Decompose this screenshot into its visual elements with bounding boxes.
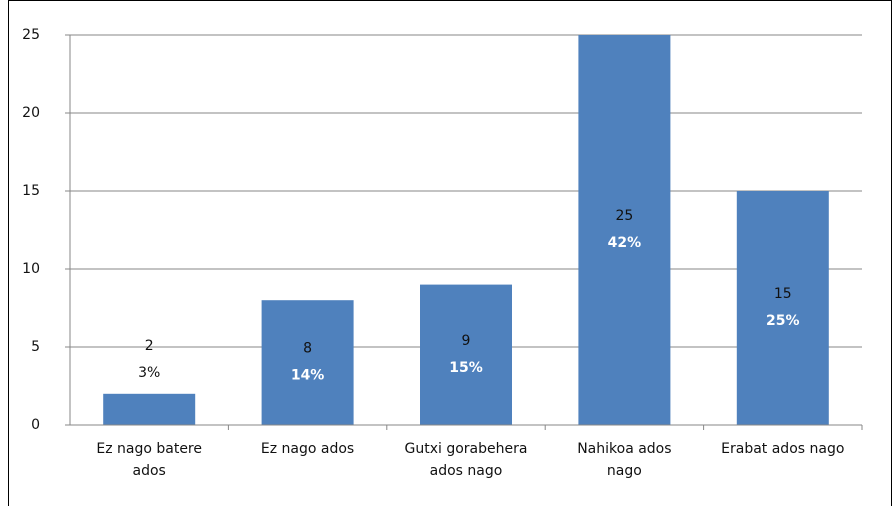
x-tick-label: Nahikoa ados nago: [577, 441, 672, 479]
x-tick-label: Erabat ados nago: [721, 441, 845, 457]
x-label-box: Gutxi gorabehera ados nago: [404, 441, 528, 479]
x-label-box: Ez nago ados: [260, 441, 355, 457]
percent-label: 25%: [766, 313, 800, 329]
value-label: 15: [774, 286, 792, 302]
x-tick-label: Gutxi gorabehera ados nago: [404, 441, 528, 479]
bar: [103, 393, 196, 425]
value-label: 25: [615, 208, 633, 224]
percent-label: 15%: [449, 360, 483, 376]
bar: [578, 35, 671, 425]
y-tick-label: 20: [22, 105, 40, 121]
percent-label: 42%: [608, 235, 642, 251]
value-label: 2: [145, 338, 154, 354]
percent-label: 14%: [291, 368, 325, 384]
x-tick-label: Ez nago ados: [260, 441, 355, 457]
x-tick-label: Ez nago batere ados: [96, 441, 202, 479]
bar: [736, 191, 829, 425]
y-tick-label: 25: [22, 27, 40, 43]
chart-frame: [8, 0, 892, 506]
y-tick-label: 10: [22, 261, 40, 277]
x-label-box: Nahikoa ados nago: [577, 441, 672, 479]
percent-label: 3%: [138, 365, 160, 381]
x-label-box: Erabat ados nago: [721, 441, 845, 457]
value-label: 8: [303, 341, 312, 357]
y-tick-label: 0: [31, 417, 40, 433]
y-tick-label: 5: [31, 339, 40, 355]
bar: [420, 284, 512, 425]
x-label-box: Ez nago batere ados: [96, 441, 202, 479]
y-tick-label: 15: [22, 183, 40, 199]
value-label: 9: [462, 333, 471, 349]
bar: [261, 300, 354, 425]
